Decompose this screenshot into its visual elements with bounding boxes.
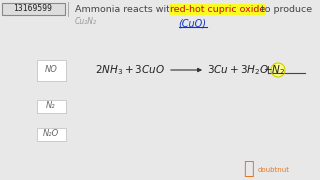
Text: Ammonia reacts with: Ammonia reacts with bbox=[75, 5, 179, 14]
Text: doubtnut: doubtnut bbox=[258, 167, 290, 173]
FancyBboxPatch shape bbox=[36, 127, 66, 141]
FancyBboxPatch shape bbox=[2, 3, 65, 15]
Text: 13169599: 13169599 bbox=[13, 4, 52, 13]
Text: (CuO): (CuO) bbox=[178, 19, 206, 29]
Text: red-hot cupric oxide: red-hot cupric oxide bbox=[170, 5, 265, 14]
Text: $+N_2$: $+N_2$ bbox=[263, 63, 285, 77]
Text: $2NH_3+3CuO$: $2NH_3+3CuO$ bbox=[95, 63, 165, 77]
Text: N₂O: N₂O bbox=[43, 129, 59, 138]
Text: N₂: N₂ bbox=[46, 102, 56, 111]
Text: to produce: to produce bbox=[258, 5, 312, 14]
Circle shape bbox=[271, 63, 285, 77]
Text: NO: NO bbox=[44, 66, 57, 75]
Text: $3Cu+3H_2O$: $3Cu+3H_2O$ bbox=[207, 63, 269, 77]
Text: Cu₂N₂: Cu₂N₂ bbox=[75, 17, 97, 26]
Text: ⓓ: ⓓ bbox=[243, 160, 253, 178]
FancyBboxPatch shape bbox=[36, 60, 66, 80]
FancyBboxPatch shape bbox=[36, 100, 66, 112]
